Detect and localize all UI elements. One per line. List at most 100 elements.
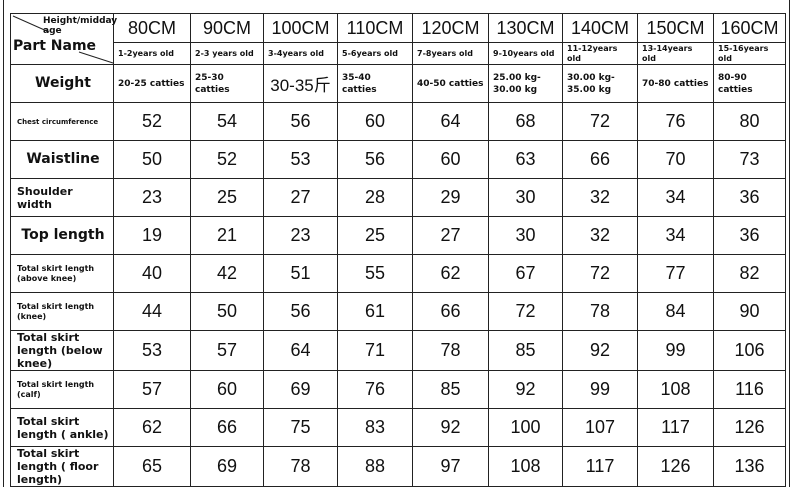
measurement-cell: 34 [637, 216, 714, 255]
measurement-cell: 56 [337, 140, 413, 179]
size-header: 150CM [637, 13, 714, 43]
height-age-label: Height/midday age [43, 16, 118, 36]
weight-cell: 40-50 catties [412, 64, 489, 103]
measurement-cell: 57 [113, 370, 191, 409]
weight-cell: 80-90 catties [713, 64, 786, 103]
row-label: Total skirt length ( floor length) [10, 446, 114, 487]
measurement-cell: 75 [263, 408, 338, 447]
measurement-cell: 51 [263, 254, 338, 293]
measurement-cell: 44 [113, 292, 191, 331]
measurement-cell: 92 [488, 370, 563, 409]
measurement-cell: 82 [713, 254, 786, 293]
size-header: 110CM [337, 13, 413, 43]
row-label: Waistline [10, 140, 114, 179]
row-label: Total skirt length (above knee) [10, 254, 114, 293]
table-row: Total skirt length (above knee) 40 42 51 55 6… [10, 254, 786, 293]
measurement-cell: 72 [562, 254, 638, 293]
measurement-cell: 66 [190, 408, 264, 447]
measurement-cell: 57 [190, 330, 264, 371]
measurement-cell: 76 [337, 370, 413, 409]
measurement-cell: 126 [637, 446, 714, 487]
weight-cell: 30-35斤 [263, 64, 338, 103]
weight-label: Weight [10, 64, 114, 103]
weight-cell: 70-80 catties [637, 64, 714, 103]
measurement-cell: 40 [113, 254, 191, 293]
measurement-cell: 77 [637, 254, 714, 293]
age-cell: 1-2years old [113, 42, 191, 65]
measurement-cell: 100 [488, 408, 563, 447]
table-row: Shoulder width 23 25 27 28 29 30 32 34 36 [10, 178, 786, 217]
measurement-cell: 71 [337, 330, 413, 371]
table-row: Total skirt length ( floor length) 65 69 78… [10, 446, 786, 487]
measurement-cell: 56 [263, 102, 338, 141]
table-row: Top length 19 21 23 25 27 30 32 34 36 [10, 216, 786, 255]
measurement-cell: 62 [113, 408, 191, 447]
size-header: 90CM [190, 13, 264, 43]
row-label: Total skirt length (knee) [10, 292, 114, 331]
measurement-cell: 25 [337, 216, 413, 255]
measurement-cell: 53 [263, 140, 338, 179]
measurement-cell: 28 [337, 178, 413, 217]
measurement-cell: 107 [562, 408, 638, 447]
table-row: Total skirt length (knee) 44 50 56 61 66 72 78 8… [10, 292, 786, 331]
measurement-cell: 52 [190, 140, 264, 179]
measurement-cell: 32 [562, 216, 638, 255]
row-label: Total skirt length ( ankle) [10, 408, 114, 447]
measurement-cell: 66 [412, 292, 489, 331]
measurement-cell: 30 [488, 178, 563, 217]
measurement-cell: 106 [713, 330, 786, 371]
measurement-cell: 50 [190, 292, 264, 331]
left-frame-line [3, 0, 4, 487]
measurement-cell: 78 [412, 330, 489, 371]
measurement-cell: 36 [713, 216, 786, 255]
measurement-cell: 52 [113, 102, 191, 141]
age-cell: 5-6years old [337, 42, 413, 65]
measurement-cell: 80 [713, 102, 786, 141]
measurement-cell: 32 [562, 178, 638, 217]
measurement-cell: 99 [562, 370, 638, 409]
size-chart-table: Height/midday age Part Name 80CM 90CM 100C… [10, 13, 786, 487]
measurement-cell: 88 [337, 446, 413, 487]
size-header: 120CM [412, 13, 489, 43]
measurement-cell: 68 [488, 102, 563, 141]
measurement-cell: 92 [412, 408, 489, 447]
measurement-cell: 73 [713, 140, 786, 179]
measurement-cell: 27 [263, 178, 338, 217]
measurement-cell: 60 [412, 140, 489, 179]
age-cell: 2-3 years old [190, 42, 264, 65]
measurement-cell: 56 [263, 292, 338, 331]
size-header: 160CM [713, 13, 786, 43]
measurement-cell: 97 [412, 446, 489, 487]
measurement-cell: 60 [337, 102, 413, 141]
measurement-cell: 61 [337, 292, 413, 331]
measurement-cell: 78 [263, 446, 338, 487]
part-name-label: Part Name [13, 38, 97, 54]
measurement-cell: 69 [190, 446, 264, 487]
weight-cell: 35-40 catties [337, 64, 413, 103]
measurement-cell: 76 [637, 102, 714, 141]
table-row: Chest circumference 52 54 56 60 64 68 72 76 80 [10, 102, 786, 141]
age-cell: 7-8years old [412, 42, 489, 65]
table-row: Total skirt length (calf) 57 60 69 76 85 92 99 1… [10, 370, 786, 409]
row-label: Top length [10, 216, 114, 255]
measurement-cell: 85 [412, 370, 489, 409]
measurement-cell: 117 [637, 408, 714, 447]
weight-cell: 20-25 catties [113, 64, 191, 103]
measurement-cell: 136 [713, 446, 786, 487]
corner-header-cell: Height/midday age Part Name [10, 13, 118, 65]
measurement-cell: 78 [562, 292, 638, 331]
table-row: Waistline 50 52 53 56 60 63 66 70 73 [10, 140, 786, 179]
table-row: Total skirt length (below knee) 53 57 64 71 7… [10, 330, 786, 371]
measurement-cell: 23 [263, 216, 338, 255]
measurement-cell: 64 [412, 102, 489, 141]
measurement-cell: 63 [488, 140, 563, 179]
measurement-cell: 85 [488, 330, 563, 371]
measurement-cell: 25 [190, 178, 264, 217]
age-cell: 9-10years old [488, 42, 563, 65]
measurement-cell: 19 [113, 216, 191, 255]
measurement-cell: 60 [190, 370, 264, 409]
measurement-cell: 126 [713, 408, 786, 447]
diagonal-lines [12, 15, 114, 64]
measurement-cell: 108 [488, 446, 563, 487]
measurement-cell: 69 [263, 370, 338, 409]
